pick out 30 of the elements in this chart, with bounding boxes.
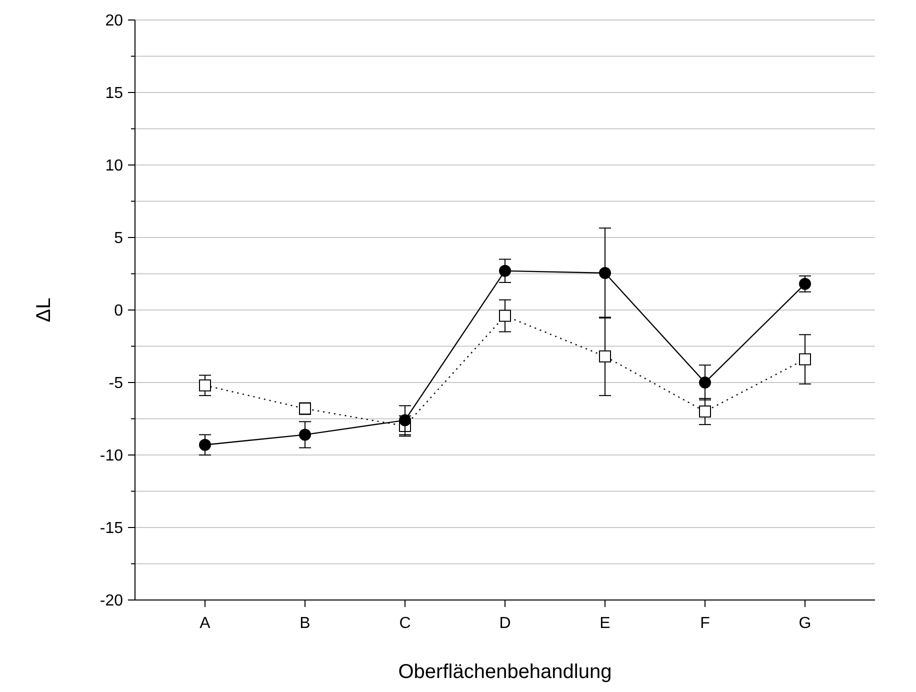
point bbox=[699, 406, 711, 418]
point bbox=[699, 376, 711, 388]
x-tick-label: C bbox=[399, 615, 411, 632]
y-axis-title: ΔL bbox=[33, 298, 55, 322]
x-tick-label: B bbox=[300, 615, 310, 632]
y-tick-label: -5 bbox=[108, 375, 124, 392]
y-tick-label: 20 bbox=[105, 12, 124, 30]
x-tick-label: E bbox=[600, 615, 610, 632]
x-axis-title: Oberflächenbehandlung bbox=[398, 661, 612, 683]
x-tick-label: A bbox=[200, 615, 211, 632]
y-tick-label: -10 bbox=[100, 448, 124, 465]
y-tick-label: -15 bbox=[100, 520, 124, 538]
point bbox=[799, 353, 811, 366]
y-tick-label: 15 bbox=[105, 85, 124, 102]
point bbox=[199, 438, 211, 451]
x-tick-label: D bbox=[499, 615, 511, 632]
x-tick-label: F bbox=[700, 615, 710, 632]
point bbox=[399, 414, 411, 426]
y-tick-label: 10 bbox=[105, 158, 124, 175]
point bbox=[499, 264, 511, 277]
y-tick-label: -20 bbox=[100, 592, 124, 610]
point bbox=[199, 379, 211, 392]
y-tick-label: 0 bbox=[114, 302, 124, 320]
y-tick-label: 5 bbox=[114, 230, 124, 248]
point bbox=[599, 350, 611, 362]
x-tick-label: G bbox=[798, 615, 812, 632]
point bbox=[299, 428, 311, 441]
point bbox=[499, 310, 511, 322]
point bbox=[799, 278, 811, 290]
point bbox=[599, 267, 611, 280]
